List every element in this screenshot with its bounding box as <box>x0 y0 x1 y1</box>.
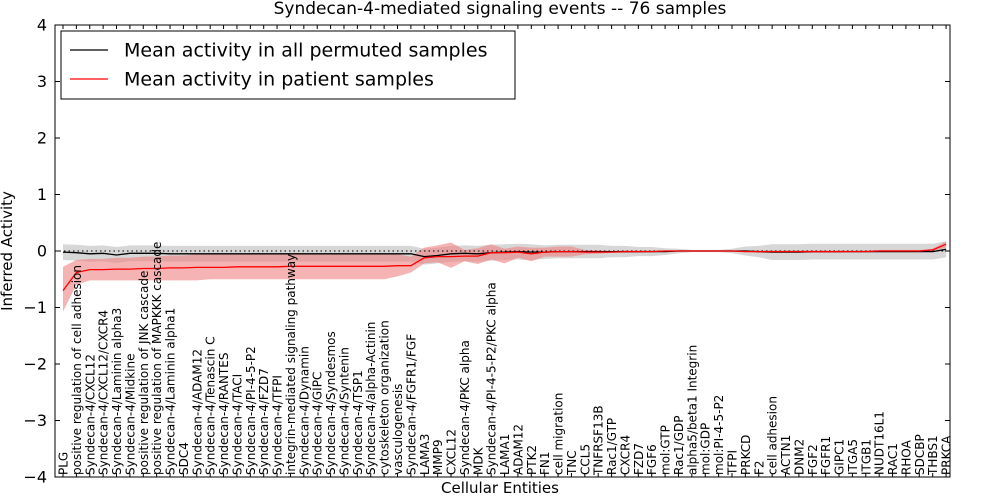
category-label: ITGB1 <box>859 439 873 475</box>
category-label: TFPI <box>726 450 740 476</box>
category-label: SDC4 <box>177 442 191 475</box>
y-ticks: −4 −3 −2 −1 0 1 2 3 4 <box>23 16 950 487</box>
category-label: FGFR1 <box>819 436 833 475</box>
category-label: Rac1/GTP <box>605 418 619 475</box>
category-label: Syndecan-4/TFPI <box>271 375 285 475</box>
y-tick-label: −4 <box>23 468 47 487</box>
category-label: Syndecan-4/TSP1 <box>351 370 365 475</box>
category-label: Syndecan-4/Syndesmos <box>324 331 338 475</box>
y-tick-label: 0 <box>37 242 47 261</box>
category-label: NUDT16L1 <box>873 411 887 475</box>
category-label: Syndecan-4/ADAM12 <box>190 349 204 475</box>
category-label: FGF2 <box>806 444 820 475</box>
category-label: cytoskeleton organization <box>378 320 392 475</box>
y-tick-label: −2 <box>23 355 47 374</box>
category-label: PTK2 <box>525 445 539 475</box>
category-labels: PLG positive regulation of cell adhesion S… <box>57 25 954 477</box>
category-label: PRKCD <box>739 435 753 475</box>
category-label: Syndecan-4/PI-4-5-P2/PKC alpha <box>485 282 499 475</box>
legend-label-patient: Mean activity in patient samples <box>124 69 434 91</box>
category-label: Syndecan-4/CXCL12/CXCR4 <box>97 310 111 475</box>
category-label: Syndecan-4/alpha-Actinin <box>364 322 378 475</box>
category-label: Syndecan-4/FZD7 <box>257 368 271 475</box>
band-patient-samples <box>63 241 947 312</box>
category-label: Syndecan-4/Midkine <box>123 354 137 475</box>
category-label: Rac1/GDP <box>672 416 686 475</box>
category-label: FGF6 <box>645 444 659 475</box>
y-tick-label: 1 <box>37 185 47 204</box>
category-label: Syndecan-4/CXCL12 <box>83 354 97 475</box>
category-label: Syndecan-4/TACI <box>230 374 244 475</box>
category-label: MDK <box>471 446 485 475</box>
category-label: positive regulation of MAPKKK cascade <box>150 242 164 475</box>
category-label: TNFRSF13B <box>592 405 606 476</box>
category-label: DNM2 <box>792 439 806 475</box>
category-label: Syndecan-4/PKC alpha <box>458 340 472 475</box>
category-label: mol:PI-4-5-P2 <box>712 395 726 475</box>
category-label: mol:GTP <box>659 425 673 475</box>
y-tick-label: −3 <box>23 411 47 430</box>
y-axis-label: Inferred Activity <box>0 191 16 311</box>
category-label: MMP9 <box>431 439 445 475</box>
category-label: LAMA1 <box>498 434 512 475</box>
category-label: Syndecan-4/PI-4-5-P2 <box>244 346 258 475</box>
category-label: Syndecan-4/GIPC <box>311 372 325 475</box>
category-label: integrin-mediated signaling pathway <box>284 254 298 475</box>
category-label: PRKCA <box>940 435 954 475</box>
x-axis-label: Cellular Entities <box>441 479 559 497</box>
category-label: ADAM12 <box>511 424 525 475</box>
category-label: mol:GDP <box>699 423 713 475</box>
category-label: cell migration <box>552 393 566 475</box>
category-label: Syndecan-4/Laminin alpha1 <box>164 308 178 475</box>
category-label: Syndecan-4/Dynamin <box>297 346 311 475</box>
line-patient-samples <box>62 243 947 291</box>
y-tick-label: −1 <box>23 298 47 317</box>
category-label: ACTN1 <box>779 435 793 475</box>
category-label: PLG <box>57 452 71 475</box>
category-label: CXCR4 <box>619 435 633 475</box>
y-tick-label: 4 <box>37 16 47 35</box>
category-label: TNC <box>565 450 579 476</box>
category-label: CCL5 <box>578 444 592 475</box>
legend: Mean activity in all permuted samples Me… <box>60 30 516 100</box>
category-label: Syndecan-4/Tenascin C <box>204 336 218 475</box>
category-label: CXCL12 <box>445 429 459 475</box>
category-label: positive regulation of JNK cascade <box>137 271 151 475</box>
legend-box <box>60 30 516 100</box>
category-label: RHOA <box>899 439 913 475</box>
category-label: LAMA3 <box>418 434 432 475</box>
category-label: positive regulation of cell adhesion <box>70 265 84 475</box>
category-label: FN1 <box>538 451 552 475</box>
category-label: SDCBP <box>913 434 927 475</box>
category-label: Syndecan-4/Laminin alpha3 <box>110 308 124 475</box>
category-label: vasculogenesis <box>391 384 405 475</box>
y-tick-label: 3 <box>37 72 47 91</box>
category-label: GIPC1 <box>833 439 847 475</box>
legend-label-permuted: Mean activity in all permuted samples <box>124 40 487 62</box>
category-label: cell adhesion <box>766 396 780 475</box>
category-label: ITGA5 <box>846 439 860 475</box>
category-label: Syndecan-4/FGFR1/FGF <box>404 334 418 475</box>
category-label: THBS1 <box>926 435 940 476</box>
category-label: FZD7 <box>632 443 646 475</box>
y-tick-label: 2 <box>37 129 47 148</box>
category-label: Syndecan-4/RANTES <box>217 353 231 475</box>
category-label: alpha5/beta1 Integrin <box>685 345 699 475</box>
lines-layer <box>62 243 947 291</box>
category-label: F2 <box>752 460 766 475</box>
category-label: Syndecan-4/Syntenin <box>338 347 352 475</box>
chart-title: Syndecan-4-mediated signaling events -- … <box>274 0 727 19</box>
category-label: RAC1 <box>886 443 900 475</box>
